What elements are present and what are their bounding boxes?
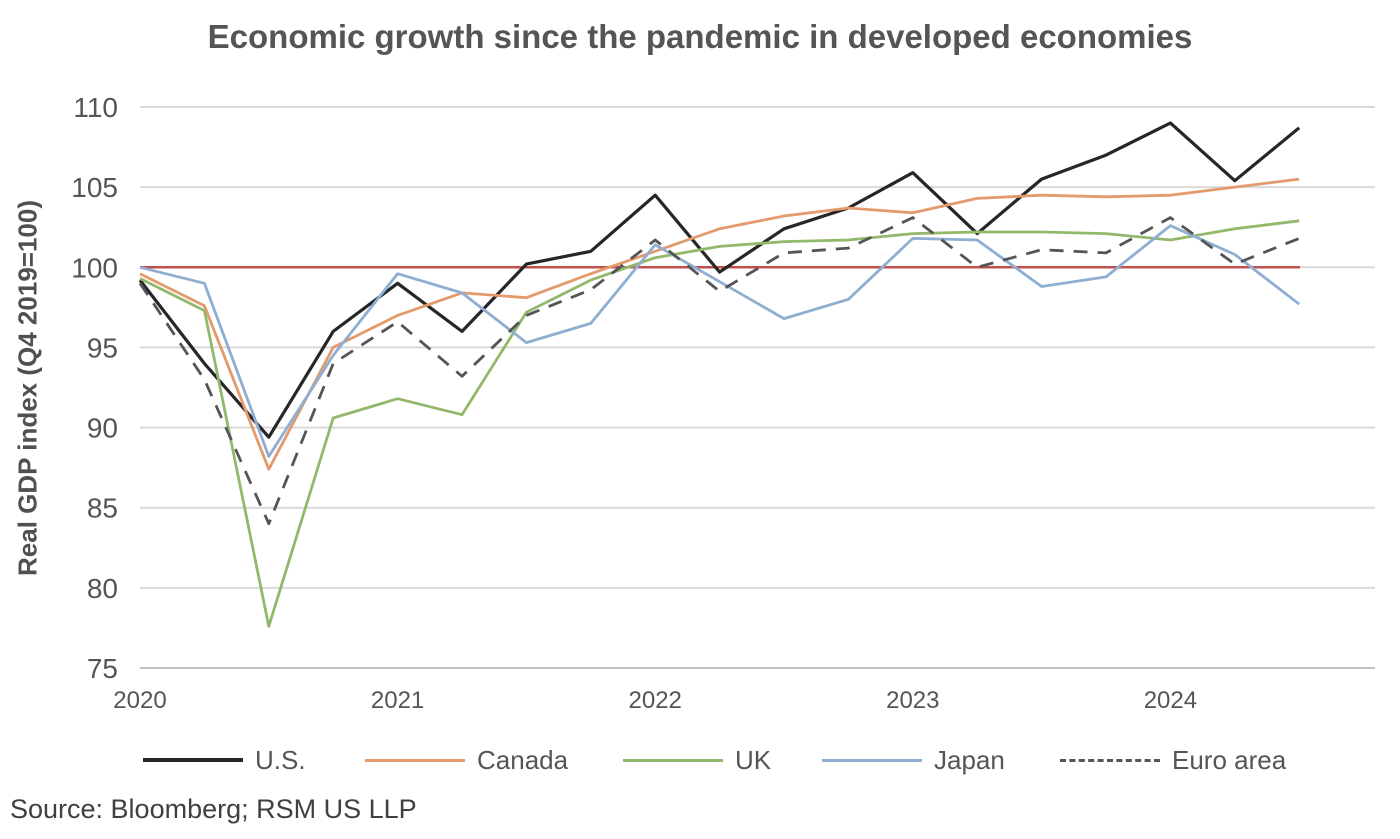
legend: U.S. Canada UK Japan Euro area [0, 740, 1400, 780]
y-axis-label: Real GDP index (Q4 2019=100) [12, 200, 43, 576]
x-tick-label-2021: 2021 [371, 687, 424, 714]
series-line-euro-area [138, 216, 1300, 526]
legend-item-uk: UK [623, 740, 771, 780]
x-tick-label-2022: 2022 [629, 687, 682, 714]
y-tick-label-85: 85 [87, 493, 118, 524]
y-tick-label-100: 100 [71, 252, 118, 283]
legend-item-euro-area: Euro area [1060, 740, 1286, 780]
y-tick-label-80: 80 [87, 573, 118, 604]
legend-label-canada: Canada [477, 744, 569, 775]
legend-swatch-euro-area [1060, 758, 1160, 762]
series-line-japan [139, 224, 1301, 458]
series-line-uk [139, 219, 1300, 628]
x-tick-label-2023: 2023 [886, 687, 939, 714]
source-note: Source: Bloomberg; RSM US LLP [10, 794, 417, 824]
legend-label-us: U.S. [255, 744, 306, 775]
y-tick-label-95: 95 [87, 332, 118, 363]
legend-label-japan: Japan [934, 744, 1005, 775]
legend-item-canada: Canada [365, 740, 568, 780]
legend-swatch-uk [623, 758, 723, 762]
chart-title: Economic growth since the pandemic in de… [207, 18, 1193, 55]
y-tick-label-75: 75 [87, 653, 118, 684]
legend-item-japan: Japan [822, 740, 1005, 780]
y-tick-label-90: 90 [87, 413, 118, 444]
legend-swatch-canada [365, 758, 465, 762]
legend-item-us: U.S. [143, 740, 306, 780]
y-tick-label-105: 105 [71, 172, 118, 203]
legend-label-uk: UK [735, 744, 772, 775]
legend-swatch-japan [822, 758, 922, 762]
y-tick-label-110: 110 [73, 92, 118, 123]
series-line-u-s [138, 121, 1301, 439]
legend-label-euro-area: Euro area [1172, 744, 1287, 775]
x-tick-label-2020: 2020 [113, 687, 166, 714]
series-line-canada [139, 177, 1300, 471]
legend-swatch-us [143, 758, 243, 762]
x-tick-label-2024: 2024 [1144, 687, 1197, 714]
